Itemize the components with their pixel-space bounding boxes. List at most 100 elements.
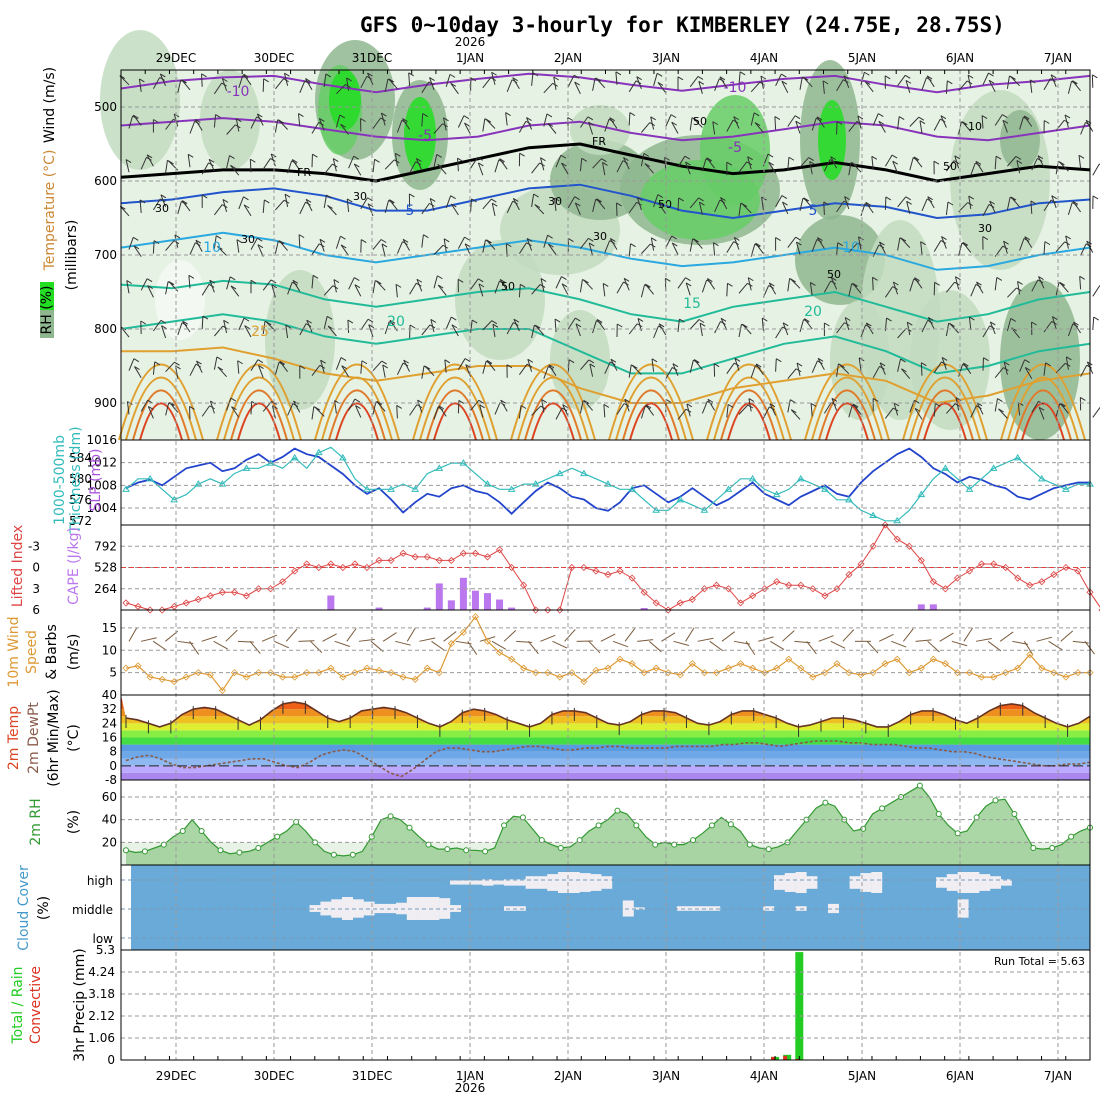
wind-barb-flag <box>340 123 346 128</box>
wind-barb <box>671 121 679 134</box>
wind-barb <box>865 322 874 335</box>
wind-barb-10m <box>346 628 357 642</box>
wind-barb-flag <box>810 281 816 286</box>
rh-point <box>123 847 129 854</box>
wind-barb-flag <box>921 362 927 367</box>
wind-barb <box>878 120 886 133</box>
wind-barb-flag <box>506 243 512 248</box>
wind-barb-10m <box>661 632 676 642</box>
wind-barb <box>900 237 911 248</box>
wind-barb <box>665 114 672 127</box>
wind-barb <box>615 71 618 85</box>
wind-barb-10m <box>842 629 855 642</box>
wind-barb-10m <box>310 640 323 653</box>
wind-barb-flag <box>458 399 465 404</box>
wind-barb <box>479 404 484 418</box>
wind-barb <box>706 157 715 169</box>
date-label-bottom: 1JAN <box>456 1069 484 1083</box>
wind-barb-flag <box>748 277 754 282</box>
wind-barb-flag <box>1086 240 1092 245</box>
wind-barb-flag <box>976 281 982 286</box>
wind-barb-flag <box>954 155 961 160</box>
wind-barb <box>217 246 227 256</box>
wind-barb-flag <box>794 115 801 120</box>
wind-barb-flag <box>354 284 361 289</box>
wind-barb-flag <box>1002 119 1009 124</box>
wind-barb-flag <box>132 236 139 241</box>
wind-barb <box>733 116 740 129</box>
wind-barb <box>823 402 832 414</box>
rh-point <box>822 799 829 806</box>
wind-barb <box>396 120 403 133</box>
wind-barb-flag <box>645 283 651 288</box>
rh-region <box>265 270 335 410</box>
temp-color-band <box>121 723 1090 731</box>
wind-barb-flag <box>533 193 539 198</box>
wind-barb-flag <box>995 155 1002 160</box>
wind-barb-flag <box>982 236 989 241</box>
wind-barb-flag <box>781 73 787 78</box>
wind-barb-flag <box>548 243 554 248</box>
wind-barb <box>553 197 557 211</box>
li-point <box>652 599 660 607</box>
wind-barb-flag <box>727 404 734 408</box>
wind-barb <box>872 244 880 257</box>
cloud-high <box>806 876 818 889</box>
wind-barb <box>677 408 687 420</box>
wind-barb <box>998 408 1008 419</box>
temp-color-band <box>121 765 1090 773</box>
wind-barb <box>761 318 764 332</box>
wind-barb <box>138 78 142 92</box>
wind-barb-flag <box>354 398 361 403</box>
wind-barb-flag <box>603 404 610 408</box>
wind-barb <box>574 81 581 95</box>
wind-barb <box>787 368 797 380</box>
wind-barb-flag <box>1037 155 1044 160</box>
wind-barb-flag <box>257 359 264 364</box>
wind-barb <box>433 406 439 420</box>
wind-barb-flag <box>587 116 594 121</box>
wind-barb <box>897 116 900 130</box>
cloud-high <box>525 876 537 889</box>
wind-speed-point <box>471 613 480 621</box>
wind-barb-flag <box>1044 241 1051 246</box>
wind-barb-flag <box>810 403 817 407</box>
wind-barb <box>941 236 947 249</box>
wind-barb-flag <box>775 237 781 242</box>
rh-point <box>255 845 262 851</box>
wind-barb-flag <box>133 114 139 119</box>
wind-barb <box>689 359 694 373</box>
li-point <box>544 606 552 614</box>
wind-barb <box>714 199 721 213</box>
wind-barb-flag <box>1024 359 1030 364</box>
wind-barb <box>340 244 350 256</box>
wind-speed-point <box>122 664 130 672</box>
wind-barb <box>271 405 276 419</box>
cloud-middle <box>406 897 418 920</box>
wind-barb-flag <box>886 317 892 322</box>
wind-barb <box>270 153 276 167</box>
wind-barb-flag <box>573 74 580 79</box>
wind-barb <box>491 72 496 85</box>
wind-barb-flag <box>699 201 705 206</box>
wind-barb <box>761 196 764 210</box>
wind-barb <box>940 115 947 128</box>
wind-barb-flag <box>464 236 470 241</box>
wind-barb <box>650 237 655 251</box>
date-label-top: 31DEC <box>352 51 392 65</box>
precip-axis-label: 3hr Precip (mm) <box>72 948 88 1061</box>
wind-barb <box>769 403 777 416</box>
wind-barb-flag <box>885 196 892 201</box>
wind-barb <box>396 362 404 375</box>
wind-barb <box>299 201 306 215</box>
temp-color-band <box>121 744 1090 752</box>
li-point <box>1062 563 1070 572</box>
wind-barb <box>278 119 288 130</box>
wind-barb <box>580 359 590 371</box>
wind-barb <box>795 121 801 134</box>
wind-barb-flag <box>726 161 733 166</box>
wind-barb <box>774 116 777 130</box>
precip-convective-bar <box>771 1056 776 1060</box>
wind-barb-flag <box>340 357 347 361</box>
cape-bar <box>496 599 504 610</box>
